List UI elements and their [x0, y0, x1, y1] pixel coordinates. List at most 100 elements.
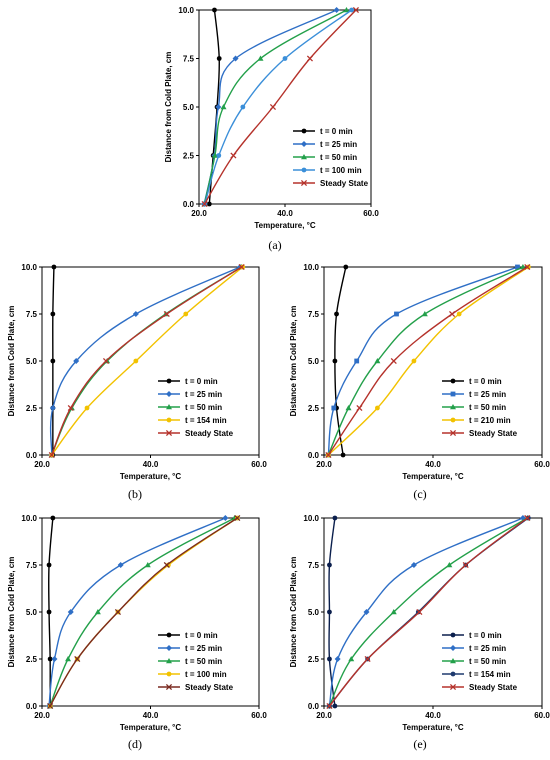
data-point	[216, 56, 222, 61]
legend-label: t = 50 min	[469, 403, 506, 412]
series	[326, 514, 531, 710]
legend-label: t = 0 min	[469, 631, 502, 640]
y-axis-label: Distance from Cold Plate, cm	[164, 52, 173, 163]
series-line	[327, 266, 528, 456]
data-point	[65, 656, 72, 662]
data-point	[374, 358, 381, 364]
data-point	[49, 405, 56, 411]
series	[46, 515, 56, 709]
y-axis-label: Distance from Cold Plate, cm	[7, 306, 16, 417]
data-point	[269, 103, 277, 111]
series-line	[49, 266, 241, 456]
data-point	[48, 451, 55, 459]
data-point	[230, 152, 237, 159]
data-point	[240, 104, 246, 110]
series-line	[49, 517, 238, 707]
x-tick-label: 20.0	[191, 209, 207, 218]
series	[202, 7, 355, 207]
data-point	[73, 358, 80, 364]
legend-label: Steady State	[469, 429, 518, 438]
data-point	[212, 7, 217, 13]
legend-marker	[450, 645, 456, 651]
legend-label: Steady State	[320, 179, 369, 188]
legend-marker	[166, 632, 172, 638]
y-axis-label: Distance from Cold Plate, cm	[7, 557, 16, 668]
data-point	[114, 608, 122, 616]
series	[326, 515, 531, 709]
x-tick-label: 40.0	[425, 460, 441, 469]
legend: t = 0 min t = 25 min t = 50 min t = 210 min…	[442, 377, 518, 438]
data-point	[415, 609, 421, 615]
legend-marker	[166, 671, 172, 677]
data-point	[462, 561, 469, 569]
legend-label: t = 50 min	[320, 153, 357, 162]
x-tick-label: 20.0	[316, 460, 332, 469]
x-axis-label: Temperature, °C	[254, 221, 316, 230]
y-tick-label: 5.0	[308, 608, 320, 617]
legend-label: Steady State	[185, 429, 234, 438]
data-point	[133, 358, 139, 364]
data-point	[234, 514, 241, 522]
data-point	[352, 6, 360, 14]
x-tick-label: 60.0	[251, 460, 267, 469]
series-line	[328, 517, 528, 707]
x-axis-label: Temperature, °C	[402, 723, 464, 732]
data-point	[326, 702, 333, 710]
y-tick-label: 2.5	[308, 655, 320, 664]
legend-label: t = 25 min	[469, 390, 506, 399]
legend: t = 0 min t = 25 min t = 50 min t = 100 min…	[293, 127, 369, 188]
data-point	[343, 264, 349, 270]
series-line	[328, 517, 524, 707]
series-line	[49, 517, 235, 707]
legend-marker	[301, 167, 307, 173]
data-point	[163, 561, 170, 569]
legend-marker	[450, 632, 456, 638]
y-tick-label: 2.5	[183, 152, 195, 161]
y-tick-label: 10.0	[178, 6, 194, 15]
x-tick-label: 40.0	[425, 711, 441, 720]
y-tick-label: 2.5	[308, 404, 320, 413]
data-point	[50, 515, 56, 521]
data-point	[240, 264, 246, 270]
data-point	[449, 310, 456, 318]
data-point	[94, 609, 101, 615]
data-point	[50, 358, 56, 364]
data-point	[102, 357, 110, 365]
x-tick-label: 60.0	[251, 711, 267, 720]
legend-marker	[450, 378, 456, 384]
x-axis-label: Temperature, °C	[120, 723, 182, 732]
panel-caption: (c)	[413, 487, 426, 501]
y-tick-label: 7.5	[308, 310, 320, 319]
y-tick-label: 0.0	[26, 451, 38, 460]
legend-marker	[166, 378, 172, 384]
data-point	[332, 358, 338, 364]
legend-label: Steady State	[469, 683, 518, 692]
y-tick-label: 7.5	[26, 561, 38, 570]
data-point	[220, 104, 227, 110]
series	[47, 515, 238, 709]
panel-caption: (e)	[413, 737, 426, 751]
data-point	[332, 703, 338, 709]
y-tick-label: 10.0	[21, 263, 37, 272]
legend-label: t = 0 min	[185, 631, 218, 640]
data-point	[232, 55, 239, 62]
series	[47, 514, 241, 710]
data-point	[334, 656, 341, 662]
x-axis-label: Temperature, °C	[120, 472, 182, 481]
data-point	[446, 562, 453, 568]
legend-label: Steady State	[185, 683, 234, 692]
legend-label: t = 100 min	[320, 166, 362, 175]
legend-marker	[450, 391, 456, 397]
data-point	[332, 515, 338, 521]
legend-marker	[450, 658, 456, 664]
legend: t = 0 min t = 25 min t = 50 min t = 100 min…	[158, 631, 234, 692]
x-tick-label: 60.0	[363, 209, 379, 218]
data-point	[46, 562, 52, 568]
data-point	[183, 311, 189, 317]
data-point	[282, 56, 288, 61]
data-point	[163, 310, 170, 318]
series	[47, 515, 240, 709]
data-point	[456, 311, 462, 317]
legend-label: t = 25 min	[185, 390, 222, 399]
